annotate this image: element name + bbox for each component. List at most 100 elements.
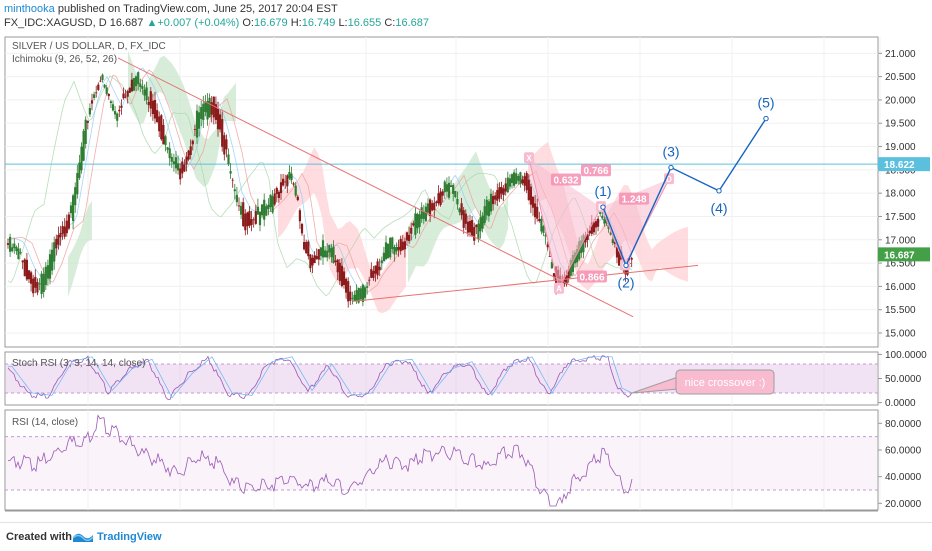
candle-body <box>244 213 247 231</box>
ichimoku-label[interactable]: Ichimoku (9, 26, 52, 26) <box>12 54 118 65</box>
candle-body <box>67 214 70 229</box>
candle-body <box>324 250 327 258</box>
candle-body <box>351 297 354 299</box>
candle-body <box>72 195 75 221</box>
candle-body <box>441 191 444 196</box>
candle-body <box>151 100 154 115</box>
candle-body <box>599 211 602 214</box>
ratio-label: 0.632 <box>553 176 578 187</box>
candle-body <box>248 211 251 226</box>
trendline <box>352 264 699 302</box>
candle-body <box>101 74 104 80</box>
candle-body <box>303 242 306 250</box>
candle-body <box>370 269 373 278</box>
candle-body <box>93 94 96 99</box>
candle-body <box>429 199 432 216</box>
ratio-badge <box>581 164 611 177</box>
candle-body <box>445 184 448 192</box>
callout-text: nice crossover :) <box>685 377 766 389</box>
candle-body <box>412 223 415 226</box>
candle-body <box>552 273 556 277</box>
candle-body <box>536 206 539 219</box>
harmonic-point-badge <box>554 282 564 294</box>
rsi-y-label: 80.0000 <box>885 419 922 430</box>
candle-body <box>546 244 549 248</box>
candle-body <box>460 203 463 216</box>
rsi-panel-title[interactable]: RSI (14, close) <box>12 417 79 428</box>
ichimoku-cloud-bullish <box>408 151 508 283</box>
candle-body <box>242 202 245 227</box>
candle-body <box>6 243 10 245</box>
candle-body <box>298 210 301 222</box>
candle-body <box>65 220 68 234</box>
candle-body <box>454 190 457 198</box>
candle-body <box>517 175 520 181</box>
candle-body <box>38 283 41 285</box>
candle-body <box>208 97 211 118</box>
candle-body <box>177 163 180 171</box>
candle-body <box>40 273 43 294</box>
candle-body <box>103 84 106 88</box>
candle-body <box>158 116 161 132</box>
candle-body <box>519 172 522 185</box>
candle-body <box>475 224 478 228</box>
y-tick-label: 17.000 <box>885 235 916 246</box>
candle-body <box>334 260 337 263</box>
candle-body <box>198 112 201 129</box>
candle-body <box>284 181 287 183</box>
candle-body <box>174 157 178 169</box>
harmonic-point-d: D <box>666 175 672 184</box>
candle-body <box>384 242 388 260</box>
candle-body <box>592 222 595 233</box>
candle-body <box>44 266 47 286</box>
candle-body <box>378 266 381 271</box>
price-tag-label: 18.622 <box>884 160 915 171</box>
candle-body <box>580 240 583 254</box>
candle-body <box>450 185 453 188</box>
candle-body <box>410 227 413 234</box>
candle-body <box>132 78 136 91</box>
candle-body <box>273 193 276 205</box>
candle-body <box>189 146 192 155</box>
candle-body <box>534 203 537 218</box>
tradingview-brand[interactable]: TradingView <box>97 531 162 543</box>
candle-body <box>494 195 497 200</box>
candle-body <box>261 204 264 216</box>
candle-body <box>279 182 283 194</box>
candle-body <box>565 275 568 285</box>
candle-body <box>363 287 367 298</box>
candle-body <box>124 96 127 98</box>
candle-body <box>496 190 499 201</box>
y-tick-label: 20.000 <box>885 95 916 106</box>
candle-body <box>502 188 505 195</box>
candle-body <box>590 222 593 234</box>
candle-body <box>82 130 85 161</box>
candle-body <box>563 276 566 284</box>
candle-body <box>340 265 343 286</box>
price-change: +0.007 (+0.04%) <box>157 17 240 29</box>
candle-body <box>424 206 427 221</box>
candle-body <box>305 242 308 254</box>
candle-body <box>391 237 394 249</box>
candle-body <box>317 249 320 260</box>
author-link[interactable]: minthooka <box>4 3 55 15</box>
candle-body <box>263 199 266 220</box>
open-label: O: <box>242 17 254 29</box>
candle-body <box>393 246 396 255</box>
stoch-y-label: 50.0000 <box>885 374 922 385</box>
candle-body <box>332 246 335 263</box>
candle-body <box>191 140 194 145</box>
candle-body <box>529 186 532 205</box>
candle-body <box>19 252 22 254</box>
candle-body <box>246 212 249 227</box>
candle-body <box>149 91 152 109</box>
candle-body <box>576 249 579 263</box>
stoch-panel-title[interactable]: Stoch RSI (3, 3, 14, 14, close) <box>12 358 146 369</box>
y-tick-label: 21.000 <box>885 49 916 60</box>
candle-body <box>147 101 150 106</box>
candle-body <box>342 271 346 286</box>
candle-body <box>25 259 28 280</box>
candle-body <box>63 226 66 237</box>
candle-body <box>95 92 98 94</box>
candle-body <box>452 184 455 194</box>
